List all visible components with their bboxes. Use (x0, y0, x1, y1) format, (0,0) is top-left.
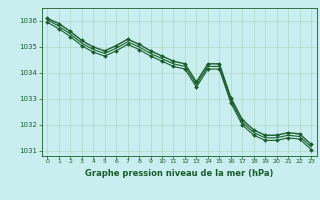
X-axis label: Graphe pression niveau de la mer (hPa): Graphe pression niveau de la mer (hPa) (85, 169, 273, 178)
